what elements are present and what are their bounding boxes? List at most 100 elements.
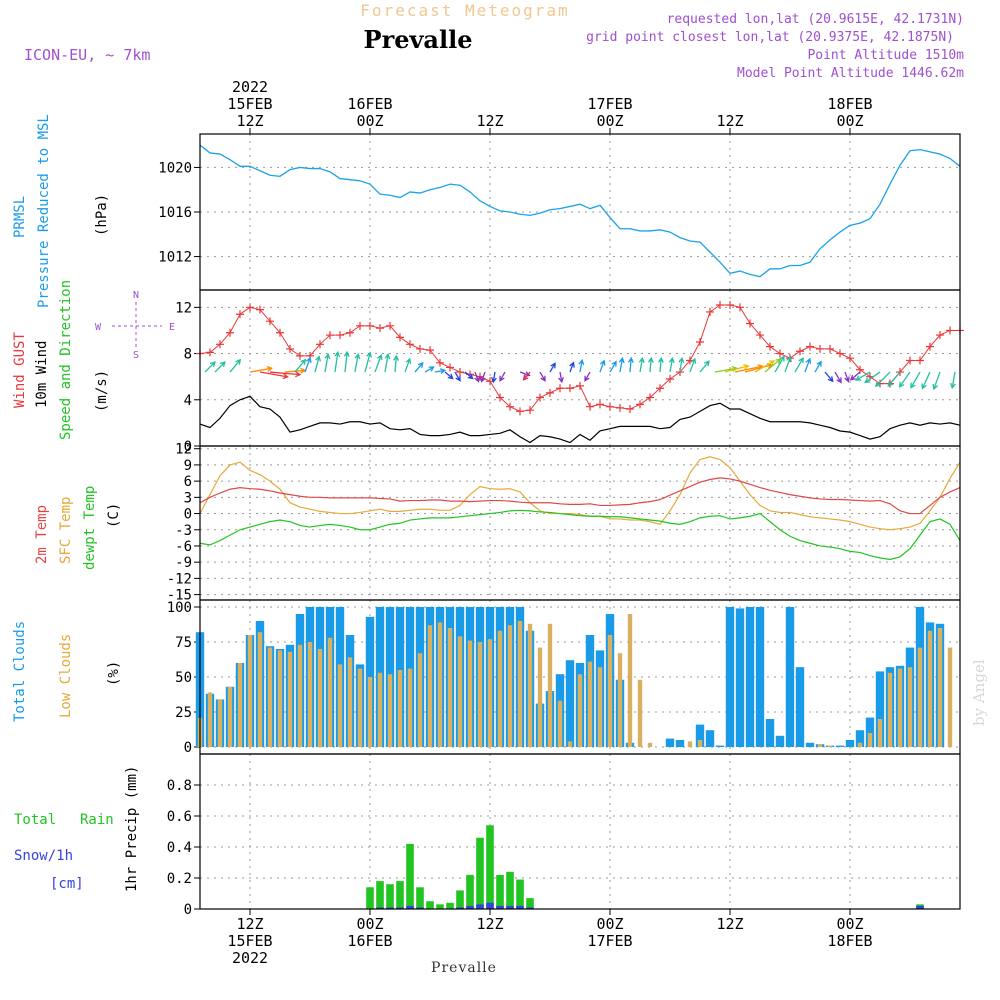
y-tick-label: 9 (184, 458, 192, 474)
cloud-low-bar (937, 628, 943, 747)
wind-arrow (950, 371, 956, 390)
wind-arrow (599, 359, 606, 373)
gust-point (876, 379, 884, 388)
y-tick-label: 75 (175, 635, 192, 651)
wind-label-speed-dir: Speed and Direction (58, 280, 74, 440)
rain-bar (496, 874, 504, 909)
wind-arrow (584, 371, 591, 382)
cloud-low-bar (227, 686, 233, 747)
cloud-total-bar (785, 607, 795, 747)
wind-label-10m: 10m Wind (34, 341, 50, 408)
gust-point (896, 368, 904, 377)
cloud-low-bar (627, 614, 633, 747)
cloud-total-bar (745, 607, 755, 747)
gust-point (946, 326, 954, 335)
temp-label-unit: (C) (106, 503, 122, 528)
y-tick-label: -12 (167, 571, 192, 587)
gust-point (326, 331, 334, 340)
wind-arrow (824, 371, 834, 383)
y-tick-label: 0.2 (167, 871, 192, 887)
gust-point (286, 344, 294, 353)
gust-point (206, 348, 214, 357)
cloud-low-bar (817, 744, 823, 747)
snow-bar (406, 905, 414, 909)
wind-arrow (304, 356, 312, 373)
cloud-low-bar (687, 741, 693, 747)
gust-point (236, 310, 244, 319)
wind-arrow (364, 351, 372, 373)
x-tick-label-top: 15FEB (227, 95, 272, 113)
cloud-total-bar (735, 608, 745, 747)
precip-label-unit: 1hr Precip (mm) (124, 766, 140, 892)
cloud-total-bar (765, 719, 775, 747)
gust-point (396, 333, 404, 342)
cloud-total-bar (715, 745, 725, 747)
cloud-total-bar (725, 607, 735, 747)
wind-arrow (414, 361, 424, 373)
cloud-total-bar (665, 738, 675, 747)
wind-arrow (627, 356, 634, 373)
footer-location: Prevalle (431, 960, 497, 976)
cloud-label-total: Total Clouds (12, 621, 28, 722)
y-tick-label: -9 (175, 555, 192, 571)
wind-arrow (259, 371, 289, 380)
x-tick-label-top: 00Z (596, 112, 623, 130)
wind-arrow (558, 371, 564, 384)
cloud-low-bar (917, 647, 923, 747)
gust-point (796, 347, 804, 356)
x-tick-label-bottom: 00Z (596, 915, 623, 933)
gust-point (566, 384, 574, 393)
rain-bar (386, 884, 394, 909)
wind-arrow (374, 353, 383, 373)
pressure-label-msl: Pressure Reduced to MSL (36, 114, 52, 308)
cloud-low-bar (827, 745, 833, 747)
snow-bar (476, 904, 484, 909)
snow-bar (416, 907, 424, 909)
wind-arrow (668, 356, 675, 373)
model-label: ICON-EU, ~ 7km (24, 46, 150, 64)
t2m-line (199, 477, 961, 515)
cloud-low-bar (407, 668, 413, 747)
cloud-low-bar (857, 742, 863, 747)
cloud-low-bar (287, 651, 293, 747)
wind-arrow (834, 371, 842, 384)
wind-arrow (214, 361, 226, 373)
cloud-labels: Total Clouds Low Clouds (%) (12, 621, 122, 722)
pressure-labels: PRMSL Pressure Reduced to MSL (hPa) (12, 114, 110, 308)
wind-arrow (249, 366, 274, 373)
y-tick-label: -3 (175, 523, 192, 539)
wind-arrow (678, 356, 685, 373)
gust-point (246, 303, 254, 312)
wind-arrow (714, 366, 739, 373)
rain-bar (516, 879, 524, 909)
y-tick-label: 0 (184, 439, 192, 455)
wind-arrow (647, 356, 654, 373)
y-tick-label: 0.4 (167, 840, 192, 856)
cloud-label-low: Low Clouds (58, 634, 74, 718)
cloud-low-bar (267, 647, 273, 747)
gust-point (366, 321, 374, 330)
gust-point (626, 405, 634, 414)
wind-arrow (932, 371, 941, 391)
wind-arrow (324, 352, 331, 373)
cloud-low-bar (567, 741, 573, 747)
x-tick-label-top: 2022 (232, 78, 268, 96)
wind-arrow (784, 355, 792, 373)
gust-point (716, 301, 724, 310)
panel-frame (199, 289, 961, 447)
cloud-low-bar (927, 630, 933, 747)
wind-arrow (864, 371, 881, 384)
gust-point (846, 354, 854, 363)
compass-s: S (133, 350, 139, 361)
gust-point (666, 374, 674, 383)
wind-arrow (454, 371, 461, 382)
x-tick-label-bottom: 16FEB (347, 932, 392, 950)
gust-point (216, 340, 224, 349)
wind-arrow (844, 371, 850, 383)
wind-panel: 0 4 8 12 (175, 300, 964, 455)
gust-point (376, 324, 384, 333)
gust-point (696, 338, 704, 346)
cloud-low-bar (517, 621, 523, 747)
cloud-low-bar (397, 670, 403, 747)
